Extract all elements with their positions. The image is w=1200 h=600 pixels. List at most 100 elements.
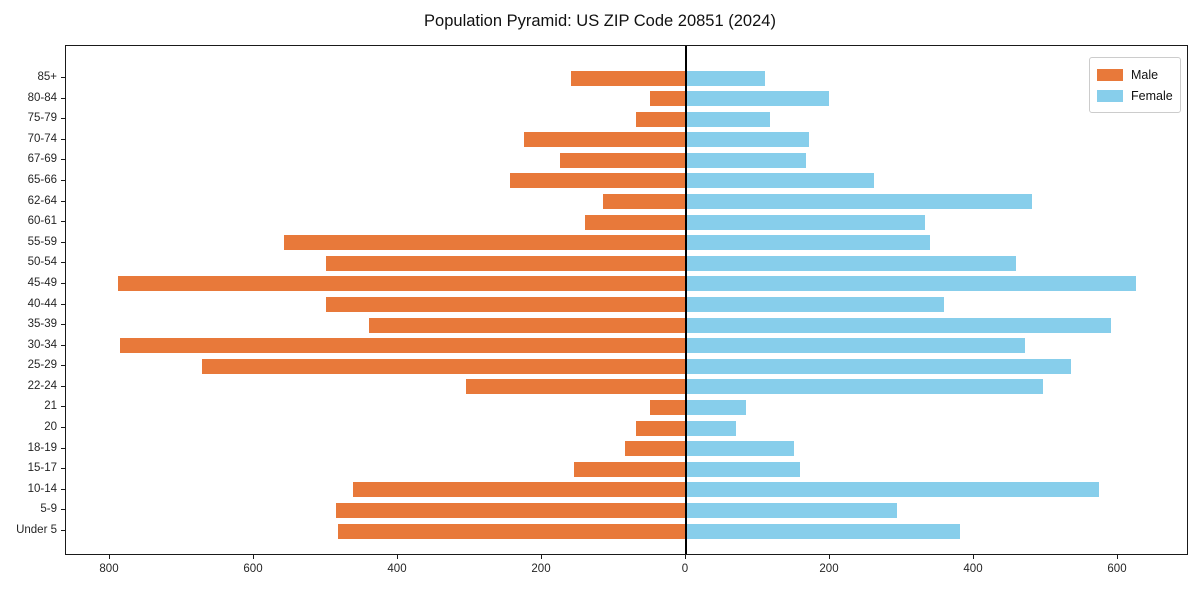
y-tick-mark <box>61 447 65 449</box>
bar-female-20 <box>687 420 736 436</box>
y-tick-mark <box>61 221 65 223</box>
bar-male-21 <box>650 399 686 415</box>
zero-axis-line <box>685 46 687 554</box>
y-tick-mark <box>61 406 65 408</box>
y-tick-mark <box>61 97 65 99</box>
y-tick-label: 22-24 <box>27 379 57 392</box>
y-tick-mark <box>61 179 65 181</box>
x-tick-mark <box>541 555 542 559</box>
bar-female-30-34 <box>687 338 1025 354</box>
bar-female-10-14 <box>687 482 1099 498</box>
y-tick-label: 10-14 <box>27 482 57 495</box>
bar-male-22-24 <box>466 379 686 395</box>
bar-female-75-79 <box>687 111 770 127</box>
x-tick-label: 0 <box>681 563 689 575</box>
y-tick-mark <box>61 282 65 284</box>
y-tick-label: 35-39 <box>27 318 57 331</box>
x-tick-mark <box>685 555 686 559</box>
x-tick-label: 600 <box>243 563 263 575</box>
x-tick-label: 200 <box>819 563 839 575</box>
bar-female-55-59 <box>687 235 931 251</box>
x-tick-label: 400 <box>963 563 983 575</box>
bar-female-67-69 <box>687 152 806 168</box>
x-tick-mark <box>973 555 974 559</box>
x-tick-label: 400 <box>387 563 407 575</box>
x-tick-label: 200 <box>531 563 551 575</box>
bar-male-30-34 <box>120 338 686 354</box>
bar-male-60-61 <box>585 214 686 230</box>
y-tick-label: 85+ <box>37 71 57 83</box>
x-tick-mark <box>253 555 254 559</box>
bar-female-under-5 <box>687 523 960 539</box>
y-tick-label: 62-64 <box>27 194 57 207</box>
y-tick-label: 5-9 <box>40 503 57 516</box>
bar-male-under-5 <box>338 523 686 539</box>
y-tick-mark <box>61 303 65 305</box>
legend-entry-female: Female <box>1097 85 1173 106</box>
bar-female-62-64 <box>687 194 1032 210</box>
bar-female-18-19 <box>687 441 795 457</box>
bar-female-65-66 <box>687 173 875 189</box>
bar-male-20 <box>635 420 686 436</box>
y-tick-label: 60-61 <box>27 215 57 228</box>
y-tick-mark <box>61 468 65 470</box>
y-tick-mark <box>61 77 65 78</box>
chart-title: Population Pyramid: US ZIP Code 20851 (2… <box>424 12 776 30</box>
legend-label-male: Male <box>1131 67 1159 82</box>
legend-swatch-male <box>1097 68 1123 81</box>
y-tick-mark <box>61 427 65 429</box>
y-tick-label: 40-44 <box>27 297 57 310</box>
bar-male-70-74 <box>524 132 686 148</box>
y-tick-label: 67-69 <box>27 153 57 166</box>
bar-male-25-29 <box>202 358 686 374</box>
bar-female-50-54 <box>687 255 1017 271</box>
y-tick-mark <box>61 118 65 120</box>
bar-female-35-39 <box>687 317 1112 333</box>
y-tick-mark <box>61 530 65 531</box>
bar-female-85+ <box>687 70 765 86</box>
bar-female-15-17 <box>687 461 801 477</box>
x-tick-mark <box>109 555 110 559</box>
legend: Male Female <box>1089 57 1181 113</box>
y-tick-mark <box>61 324 65 326</box>
bar-male-65-66 <box>509 173 686 189</box>
y-tick-label: 25-29 <box>27 359 57 372</box>
bar-male-75-79 <box>635 111 686 127</box>
y-tick-mark <box>61 262 65 264</box>
bar-male-15-17 <box>573 461 686 477</box>
y-tick-mark <box>61 509 65 511</box>
bar-female-5-9 <box>687 502 898 518</box>
legend-label-female: Female <box>1131 88 1173 103</box>
bar-male-62-64 <box>603 194 686 210</box>
bar-male-67-69 <box>560 152 686 168</box>
y-tick-mark <box>61 344 65 346</box>
bar-female-40-44 <box>687 297 945 312</box>
bar-female-22-24 <box>687 379 1043 395</box>
y-tick-label: 55-59 <box>27 235 57 248</box>
legend-swatch-female <box>1097 89 1123 102</box>
y-tick-label: 21 <box>44 400 57 413</box>
y-tick-mark <box>61 241 65 243</box>
bar-female-25-29 <box>687 358 1072 374</box>
y-tick-mark <box>61 200 65 202</box>
bar-male-10-14 <box>353 482 686 498</box>
x-tick-mark <box>397 555 398 559</box>
x-tick-label: 600 <box>1107 563 1127 575</box>
plot-area <box>65 45 1188 555</box>
y-tick-mark <box>61 138 65 140</box>
y-tick-label: 18-19 <box>27 441 57 454</box>
bar-female-60-61 <box>687 214 926 230</box>
y-tick-mark <box>61 385 65 387</box>
bar-male-85+ <box>570 70 686 86</box>
y-tick-label: 15-17 <box>27 462 57 475</box>
bar-female-21 <box>687 399 747 415</box>
bar-male-35-39 <box>369 317 686 333</box>
bar-male-55-59 <box>284 235 686 251</box>
y-tick-label: Under 5 <box>16 524 57 536</box>
bar-male-50-54 <box>326 255 686 271</box>
y-tick-label: 45-49 <box>27 276 57 289</box>
x-tick-mark <box>1117 555 1118 559</box>
bar-female-45-49 <box>687 276 1137 292</box>
legend-entry-male: Male <box>1097 64 1172 85</box>
